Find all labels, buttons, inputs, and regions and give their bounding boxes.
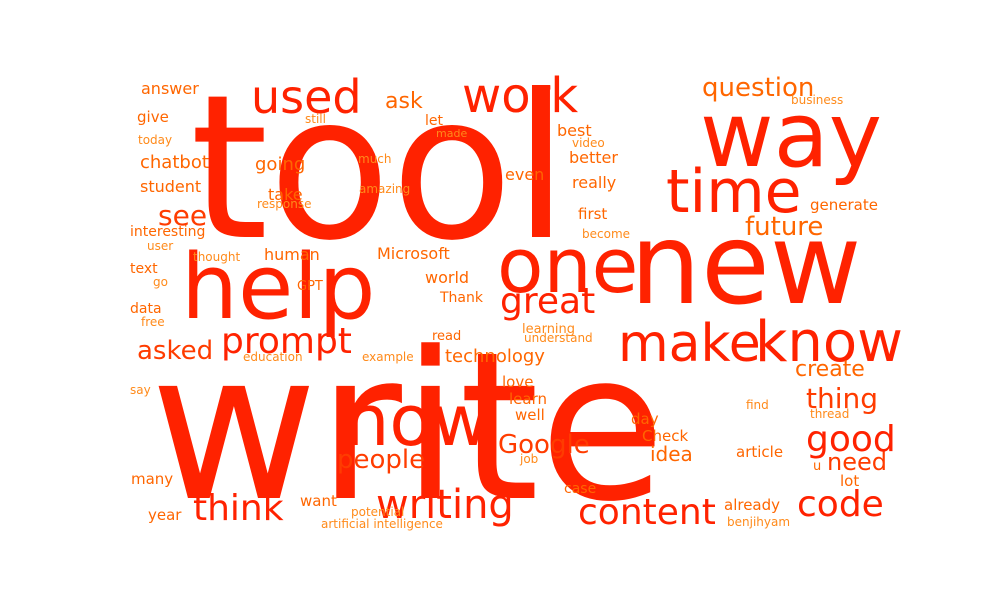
word-Check: Check [642,427,688,445]
word-interesting: interesting [130,224,205,240]
word-become: become [582,227,630,241]
word-day: day [631,410,659,428]
word-thread: thread [810,407,849,421]
word-help: help [181,235,376,340]
word-create: create [795,357,865,382]
word-ask: ask [385,89,423,114]
word-writing: writing [376,482,514,528]
word-way: way [700,83,882,188]
word-asked: asked [137,336,213,366]
word-learn: learn [509,390,547,408]
word-already: already [724,496,780,514]
word-user: user [147,239,173,253]
word-Microsoft: Microsoft [377,244,450,263]
word-really: really [572,173,616,192]
word-find: find [746,398,769,412]
word-code: code [797,484,884,525]
word-read: read [432,329,461,344]
word-work: work [462,68,578,124]
word-learning: learning [522,322,575,337]
word-need: need [827,448,887,476]
word-Thank: Thank [439,290,484,306]
word-love: love [502,373,533,391]
word-first: first [578,205,607,223]
word-year: year [148,506,182,524]
word-answer: answer [141,79,199,98]
word-go: go [153,275,168,289]
word-good: good [806,419,896,460]
word-future: future [745,212,823,242]
word-job: job [519,452,538,466]
word-one: one [497,221,638,310]
word-education: education [243,350,303,364]
word-article: article [736,443,783,461]
word-free: free [141,315,165,329]
word-many: many [131,470,173,488]
word-now: now [345,380,489,462]
word-great: great [500,281,595,322]
word-today: today [138,133,172,147]
word-take: take [268,185,303,204]
word-want: want [300,492,337,510]
word-business: business [791,93,843,107]
word-content: content [578,492,716,533]
word-lot: lot [840,472,859,490]
word-people: people [337,445,425,475]
word-GPT: GPT [297,279,323,294]
word-time: time [666,157,802,227]
word-know: know [755,310,903,375]
word-benjihyam: benjihyam [727,515,790,529]
word-Google: Google [498,430,590,460]
word-amazing: amazing [359,182,410,196]
word-say: say [130,383,151,397]
word-let: let [425,113,444,129]
word-made: made [436,127,467,140]
word-question: question [702,73,814,103]
word-text: text [130,261,158,277]
word-u: u [813,459,821,474]
word-understand: understand [524,331,593,345]
word-see: see [158,199,207,232]
word-technology: technology [445,346,545,367]
word-best: best [557,121,592,140]
word-give: give [137,108,169,126]
word-artificial-intelligence: artificial intelligence [321,517,443,531]
word-data: data [130,301,162,317]
word-much: much [358,152,392,166]
word-well: well [515,406,545,424]
word-video: video [572,136,605,150]
word-make: make [618,314,761,374]
word-response: response [257,197,312,211]
word-idea: idea [650,442,693,466]
word-world: world [425,268,469,287]
word-write: write [150,309,665,547]
word-thing: thing [806,382,878,415]
word-going: going [255,154,305,175]
word-prompt: prompt [221,321,352,362]
word-used: used [251,70,362,124]
word-think: think [193,488,284,529]
word-example: example [362,350,414,364]
word-chatbot: chatbot [140,152,209,173]
word-still: still [305,112,326,126]
word-even: even [505,165,544,184]
word-thought: thought [193,250,240,264]
word-better: better [569,148,618,167]
word-potential: potential [351,505,404,519]
word-new: new [630,200,862,330]
word-tool: tool [190,52,569,285]
word-human: human [264,245,320,264]
word-generate: generate [810,196,878,214]
word-case: case [564,481,596,497]
word-student: student [140,177,201,196]
